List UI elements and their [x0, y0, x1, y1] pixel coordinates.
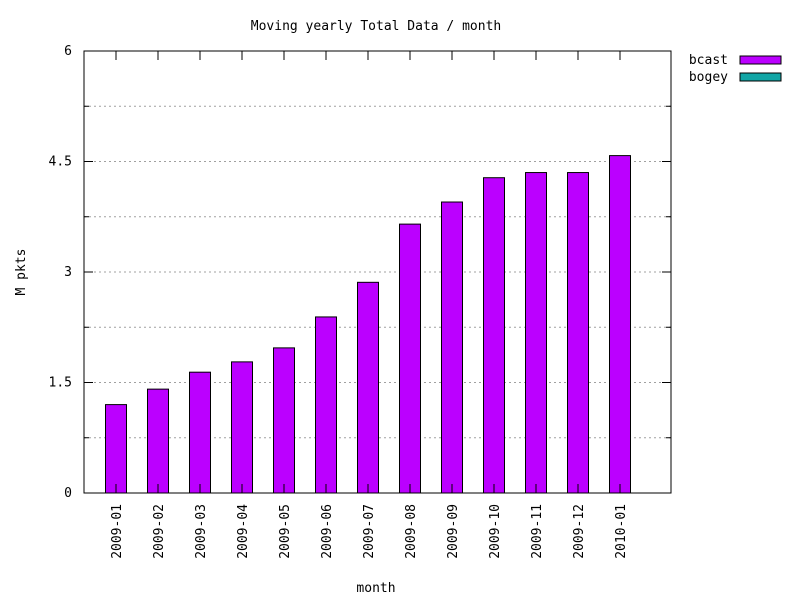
y-tick-labels: 0 1.5 3 4.5 6: [49, 44, 72, 501]
y-tick-label: 0: [64, 486, 72, 501]
x-tick-label: 2009-10: [488, 504, 503, 559]
bar-bcast: [231, 361, 253, 494]
y-tick-label: 6: [64, 44, 72, 59]
y-tick-label: 4.5: [49, 155, 72, 170]
bar-bcast: [483, 177, 505, 494]
bar-bcast: [147, 388, 169, 494]
x-tick-label: 2009-04: [236, 504, 251, 559]
bar-bcast: [315, 316, 337, 494]
bar-bcast: [189, 371, 211, 494]
legend-label: bcast: [689, 53, 728, 68]
bar-bcast: [357, 281, 379, 494]
chart-title: Moving yearly Total Data / month: [251, 19, 501, 34]
bar-bcast: [609, 155, 631, 494]
legend-label: bogey: [689, 70, 728, 85]
x-tick-label: 2009-03: [194, 504, 209, 559]
x-tick-label: 2009-08: [404, 504, 419, 559]
x-tick-label: 2009-11: [530, 504, 545, 559]
ticks: [84, 50, 671, 494]
x-tick-label: 2009-07: [362, 504, 377, 559]
y-axis-label: M pkts: [14, 249, 29, 296]
x-tick-label: 2009-02: [152, 504, 167, 559]
legend-swatch: [739, 72, 782, 82]
bar-bcast: [525, 172, 547, 494]
legend-swatch: [739, 55, 782, 65]
x-tick-label: 2009-09: [446, 504, 461, 559]
bar-bcast: [441, 201, 463, 494]
x-axis-label: month: [356, 581, 395, 596]
bar-bcast: [105, 404, 127, 494]
x-tick-label: 2009-01: [110, 504, 125, 559]
bar-bcast: [399, 223, 421, 494]
x-tick-label: 2010-01: [614, 504, 629, 559]
x-tick-label: 2009-06: [320, 504, 335, 559]
x-tick-label: 2009-12: [572, 504, 587, 559]
y-tick-label: 3: [64, 265, 72, 280]
bar-bcast: [567, 172, 589, 494]
x-tick-labels: 2009-01 2009-02 2009-03 2009-04 2009-05 2009-…: [110, 504, 629, 559]
x-tick-label: 2009-05: [278, 504, 293, 559]
bars: [105, 155, 631, 494]
legend: bcast bogey: [689, 53, 782, 85]
bar-bcast: [273, 347, 295, 494]
y-tick-label: 1.5: [49, 376, 72, 391]
